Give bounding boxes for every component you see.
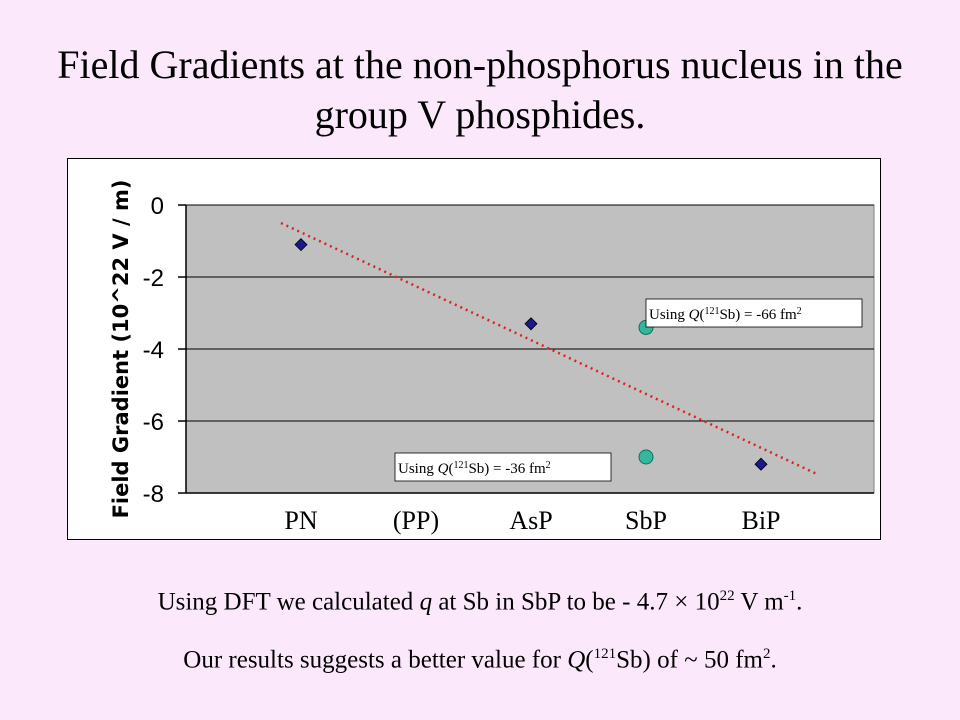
caption2-paren: ( <box>585 646 594 674</box>
y-axis-label: Field Gradient (10^22 V / m) <box>109 180 133 519</box>
data-point-diamond-2 <box>754 457 768 471</box>
annotation-box-0 <box>645 298 863 328</box>
y-tick-label-0: 0 <box>151 193 164 220</box>
caption2-text-c: Sb) of ~ 50 fm <box>616 646 763 674</box>
x-tick-label-0: PN <box>284 506 317 535</box>
caption1-unit-exponent: -1 <box>783 588 797 604</box>
y-tick-label-4: -8 <box>143 481 164 508</box>
annotation-box-1 <box>394 452 612 482</box>
caption2-period: . <box>770 646 777 674</box>
field-gradient-chart: 0 -2 -4 -6 -8 Field Gradient (10^22 V / m) PN (… <box>109 180 875 535</box>
y-tick-label-3: -6 <box>143 409 164 436</box>
caption2-Q: Q <box>567 646 586 674</box>
caption2-text-a: Our results suggests a better value for <box>183 646 568 674</box>
data-point-circle-1 <box>638 449 654 465</box>
caption1-text-b: at Sb in SbP to be - 4.7 <box>432 588 675 616</box>
data-point-diamond-1 <box>524 317 538 331</box>
x-tick-label-2: AsP <box>509 506 552 535</box>
chart-frame: 0 -2 -4 -6 -8 Field Gradient (10^22 V / m) PN (… <box>67 158 881 540</box>
caption-conclusion: Our results suggests a better value for … <box>0 646 960 674</box>
caption2-isotope: 121 <box>593 646 617 662</box>
caption1-unit: V m <box>734 588 784 616</box>
annotation-text-1: Using Q(121Sb) = -36 fm2 <box>398 460 551 478</box>
caption-dft-result: Using DFT we calculated q at Sb in SbP t… <box>0 588 960 616</box>
x-tick-label-3: SbP <box>625 506 667 535</box>
y-tick-label-1: -2 <box>143 265 164 292</box>
data-point-diamond-0 <box>294 238 308 252</box>
slide-title: Field Gradients at the non-phosphorus nu… <box>0 40 960 140</box>
caption1-text-a: Using DFT we calculated <box>157 588 420 616</box>
caption1-q: q <box>419 588 433 616</box>
x-tick-label-1: (PP) <box>393 506 439 535</box>
y-tick-label-2: -4 <box>143 337 164 364</box>
caption1-period: . <box>796 588 803 616</box>
title-line-2: group V phosphides. <box>314 92 646 137</box>
times-symbol: × <box>674 588 689 616</box>
x-tick-label-4: BiP <box>741 506 780 535</box>
annotation-text-0: Using Q(121Sb) = -66 fm2 <box>649 306 802 324</box>
caption1-text-c: 10 <box>688 588 720 616</box>
title-line-1: Field Gradients at the non-phosphorus nu… <box>57 42 903 87</box>
caption2-exponent: 2 <box>762 646 771 662</box>
caption1-exponent: 22 <box>719 588 735 604</box>
